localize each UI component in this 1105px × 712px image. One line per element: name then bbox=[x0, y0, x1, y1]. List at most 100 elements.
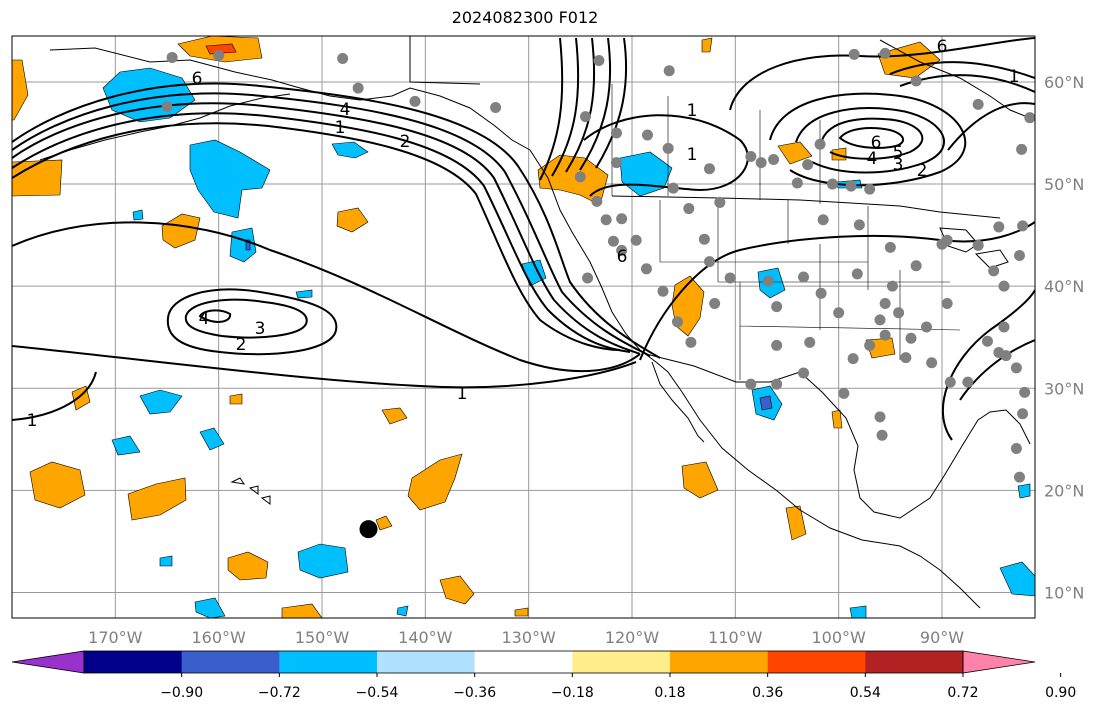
station-dot bbox=[582, 272, 594, 284]
colorbar-tick-label: −0.36 bbox=[453, 685, 496, 701]
station-dot bbox=[874, 411, 886, 423]
station-dot bbox=[409, 95, 421, 107]
station-dot bbox=[591, 195, 603, 207]
colorbar-tick-label: 0.72 bbox=[947, 685, 978, 701]
station-dot bbox=[745, 150, 757, 162]
latitude-tick-label: 50°N bbox=[1044, 175, 1084, 194]
station-dot bbox=[671, 316, 683, 328]
colorbar-swatch bbox=[181, 651, 280, 673]
station-dot bbox=[804, 336, 816, 348]
colorbar-extend-low bbox=[11, 650, 85, 674]
station-dot bbox=[815, 287, 827, 299]
contour-line bbox=[12, 345, 637, 389]
contour-line bbox=[565, 37, 596, 173]
longitude-tick-label: 120°W bbox=[605, 628, 660, 647]
contour-label: 5 bbox=[893, 143, 904, 163]
colorbar-swatch bbox=[279, 651, 378, 673]
anomaly-patch bbox=[12, 59, 29, 121]
station-dot bbox=[874, 314, 886, 326]
anomaly-patch bbox=[159, 555, 173, 567]
colorbar-tick-label: 0.90 bbox=[1045, 685, 1076, 701]
colorbar-swatch bbox=[572, 651, 671, 673]
station-dot bbox=[714, 196, 726, 208]
station-dot bbox=[663, 65, 675, 77]
colorbar-tick-label: −0.90 bbox=[160, 685, 203, 701]
station-dot bbox=[642, 129, 653, 141]
station-dot bbox=[962, 376, 974, 388]
anomaly-patch bbox=[439, 575, 475, 605]
station-dot bbox=[838, 387, 850, 399]
anomaly-patch bbox=[12, 159, 63, 197]
contour-label: 2 bbox=[400, 132, 411, 152]
anomaly-patch bbox=[295, 289, 313, 299]
hawaii-islands bbox=[230, 477, 271, 505]
longitude-tick-label: 140°W bbox=[398, 628, 453, 647]
longitude-tick-label: 160°W bbox=[191, 628, 246, 647]
anomaly-patch bbox=[407, 453, 463, 511]
map-title: 2024082300 F012 bbox=[451, 8, 599, 27]
contour-line bbox=[583, 114, 749, 197]
station-dot bbox=[611, 157, 622, 169]
station-dot bbox=[166, 51, 178, 63]
longitude-tick-label: 100°W bbox=[811, 628, 866, 647]
contour-line bbox=[12, 221, 641, 373]
anomaly-patch bbox=[127, 477, 187, 521]
anomaly-patch bbox=[1017, 483, 1031, 499]
colorbar-tick-label: −0.18 bbox=[551, 685, 594, 701]
contour-line bbox=[12, 122, 621, 351]
station-dot bbox=[941, 298, 953, 310]
station-dot bbox=[607, 235, 619, 247]
station-dot bbox=[574, 171, 586, 183]
map-border bbox=[11, 35, 1036, 619]
station-dot bbox=[900, 352, 912, 364]
colorbar-extend-high bbox=[962, 650, 1036, 674]
contour-line bbox=[12, 82, 661, 359]
colorbar bbox=[11, 650, 1036, 674]
station-dot bbox=[593, 55, 605, 67]
station-dot bbox=[853, 219, 865, 231]
baja-peninsula bbox=[651, 361, 705, 443]
station-dot bbox=[1019, 386, 1031, 398]
contour-line bbox=[539, 37, 564, 181]
latitude-tick-labels: 10°N 20°N 30°N 40°N 50°N 60°N bbox=[1044, 73, 1084, 603]
station-dot bbox=[745, 378, 757, 390]
station-dot bbox=[798, 367, 810, 379]
station-dot bbox=[944, 376, 956, 388]
longitude-tick-label: 130°W bbox=[501, 628, 556, 647]
colorbar-tick-label: −0.54 bbox=[356, 685, 399, 701]
station-dot bbox=[921, 321, 932, 333]
anomaly-patch bbox=[205, 43, 237, 55]
contour-label: 1 bbox=[27, 411, 38, 431]
gulf-coast bbox=[799, 371, 1031, 519]
colorbar-tick-label: 0.18 bbox=[654, 685, 685, 701]
pacific-coast bbox=[529, 149, 981, 609]
station-dot bbox=[768, 154, 780, 166]
station-dot bbox=[833, 307, 845, 319]
contour-label-layer: 6 4 1 2 3 2 4 1 1 1 1 6 5 4 3 2 6 1 6 bbox=[27, 37, 1020, 431]
station-dot bbox=[704, 256, 715, 268]
map-gridlines bbox=[12, 36, 1035, 618]
anomaly-patch bbox=[199, 427, 225, 451]
anomaly-patch bbox=[336, 207, 369, 233]
station-dot bbox=[884, 241, 896, 253]
station-dot bbox=[845, 180, 857, 192]
longitude-tick-label: 90°W bbox=[920, 628, 964, 647]
contour-label: 4 bbox=[867, 149, 878, 169]
contour-label: 6 bbox=[871, 133, 882, 153]
latitude-tick-label: 30°N bbox=[1044, 379, 1084, 398]
station-dot bbox=[657, 285, 669, 297]
anomaly-patch bbox=[375, 515, 393, 531]
contour-label: 3 bbox=[893, 155, 904, 175]
contour-label: 2 bbox=[236, 335, 247, 355]
longitude-tick-label: 110°W bbox=[708, 628, 763, 647]
contour-label: 6 bbox=[617, 247, 628, 267]
station-dot bbox=[941, 234, 953, 246]
longitude-tick-label: 170°W bbox=[88, 628, 143, 647]
contour-label: 4 bbox=[340, 100, 351, 120]
anomaly-patch bbox=[229, 393, 243, 405]
station-dot bbox=[910, 75, 922, 87]
colorbar-tick-label: −0.72 bbox=[258, 685, 301, 701]
alaska-canada-border bbox=[409, 36, 481, 85]
station-dot bbox=[352, 82, 364, 94]
station-dot bbox=[972, 98, 984, 110]
